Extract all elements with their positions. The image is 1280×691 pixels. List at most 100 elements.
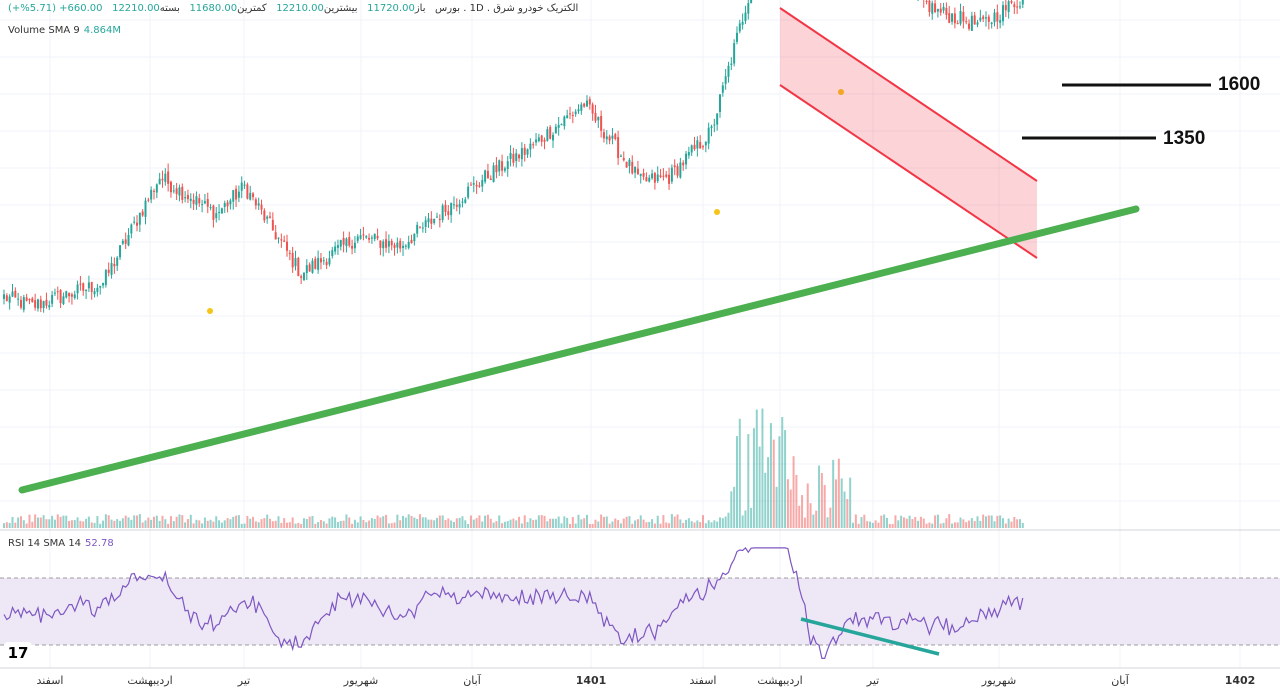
- volume-bar: [543, 515, 546, 528]
- candle-body: [334, 246, 337, 252]
- volume-bar: [670, 514, 673, 528]
- volume-bar: [17, 517, 20, 528]
- candle-body: [435, 216, 438, 218]
- candle-body: [402, 245, 405, 248]
- volume-bar: [600, 514, 603, 528]
- volume-bar: [566, 517, 569, 528]
- volume-bar: [837, 458, 840, 528]
- candle-body: [455, 204, 458, 207]
- volume-bar: [557, 516, 560, 528]
- volume-bar: [982, 514, 985, 528]
- volume-bar: [486, 514, 489, 528]
- open-value: 11720.00: [367, 3, 415, 14]
- volume-bar: [1010, 521, 1013, 528]
- volume-bar: [976, 516, 979, 528]
- candle-body: [993, 12, 996, 23]
- candle-body: [167, 171, 170, 184]
- volume-bar: [877, 522, 880, 528]
- tradingview-logo-icon[interactable]: 17: [4, 642, 32, 664]
- volume-bar: [345, 514, 348, 528]
- candle-body: [133, 221, 136, 223]
- candle-body: [345, 238, 348, 247]
- volume-bar: [843, 491, 846, 528]
- volume-bar: [648, 521, 651, 528]
- candle-body: [246, 184, 249, 199]
- volume-bar: [206, 520, 209, 528]
- volume-bar: [939, 523, 942, 528]
- candle-body: [945, 8, 948, 15]
- volume-bar: [481, 521, 484, 528]
- candle-body: [42, 301, 45, 309]
- volume-bar: [178, 514, 181, 528]
- candle-body: [203, 201, 206, 204]
- volume-bar: [478, 515, 481, 528]
- candle-body: [735, 32, 738, 42]
- volume-bar: [908, 515, 911, 528]
- candle-body: [577, 109, 580, 112]
- x-tick: آبان: [463, 674, 481, 687]
- volume-bar: [339, 520, 342, 528]
- candle-body: [220, 208, 223, 214]
- volume-bar: [419, 514, 422, 528]
- volume-bar: [815, 510, 818, 528]
- volume-bar: [3, 523, 5, 528]
- volume-bar: [569, 523, 571, 528]
- candle-body: [249, 192, 252, 200]
- volume-bar: [520, 523, 523, 528]
- candle-body: [552, 134, 555, 141]
- volume-bar: [334, 517, 337, 528]
- candle-body: [645, 177, 648, 182]
- candle-body: [22, 297, 25, 310]
- candle-body: [184, 197, 187, 199]
- x-tick: 1402: [1224, 674, 1256, 687]
- candle-body: [540, 135, 543, 142]
- volume-bar: [317, 522, 320, 528]
- candle-body: [713, 124, 716, 126]
- volume-bar: [679, 519, 682, 528]
- volume-bar: [512, 518, 515, 528]
- volume-bar: [169, 516, 172, 528]
- volume-bar: [1013, 516, 1016, 528]
- candle-body: [376, 235, 379, 239]
- volume-bar: [953, 522, 956, 528]
- volume-bar: [786, 479, 789, 528]
- rsi-divergence-line: [800, 617, 940, 656]
- volume-bar: [840, 478, 843, 528]
- candle-body: [702, 146, 705, 148]
- candle-body: [235, 188, 238, 200]
- volume-bar: [314, 523, 317, 528]
- volume-bar: [996, 515, 999, 528]
- candle-body: [206, 199, 209, 207]
- volume-bar: [518, 516, 521, 528]
- volume-bar: [532, 520, 535, 528]
- volume-bar: [201, 523, 204, 528]
- candle-body: [141, 211, 144, 216]
- volume-legend-label: Volume SMA 9: [8, 25, 80, 36]
- volume-bar: [891, 523, 894, 528]
- volume-bar: [537, 515, 540, 528]
- candle-body: [331, 250, 334, 257]
- candle-body: [175, 188, 178, 195]
- volume-bar: [642, 519, 645, 528]
- volume-bar: [209, 519, 212, 528]
- candle-body: [393, 244, 396, 248]
- candle-body: [172, 190, 175, 192]
- volume-bar: [871, 522, 874, 528]
- candle-body: [679, 162, 682, 178]
- candle-body: [704, 141, 707, 146]
- volume-bar: [761, 408, 764, 528]
- candle-body: [266, 216, 269, 219]
- volume-bar: [325, 523, 328, 528]
- volume-bar: [951, 523, 954, 528]
- volume-bar: [87, 516, 90, 528]
- candle-body: [979, 17, 982, 21]
- candle-body: [653, 172, 656, 183]
- volume-bar: [195, 519, 198, 528]
- low-value: 11680.00: [189, 3, 238, 14]
- volume-bar: [167, 523, 170, 528]
- volume-bar: [22, 520, 25, 528]
- candle-body: [209, 207, 212, 209]
- candle-body: [373, 233, 376, 240]
- volume-bar: [888, 523, 891, 528]
